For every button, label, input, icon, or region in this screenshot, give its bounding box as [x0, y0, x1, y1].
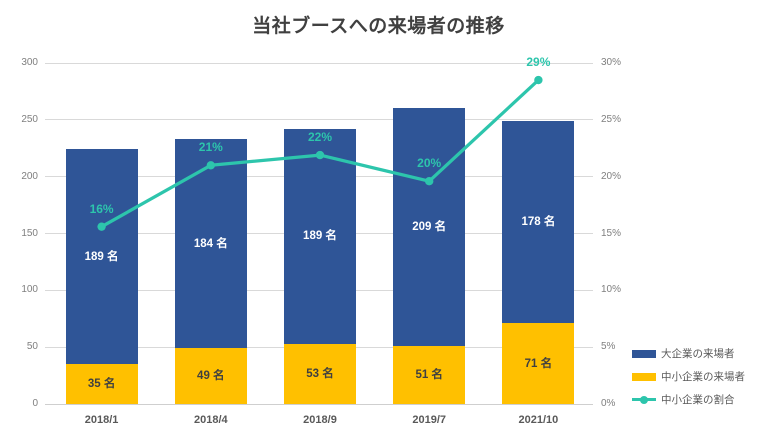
right-axis-tick-label: 0% [601, 398, 616, 409]
bar-label-sme: 35 名 [87, 378, 116, 391]
bar-label-sme: 51 名 [415, 369, 443, 381]
right-axis-tick-label: 25% [601, 113, 622, 125]
legend-line-marker-icon [632, 395, 656, 404]
bar-segment-sme [393, 346, 466, 404]
ratio-percent-label: 22% [307, 130, 333, 145]
right-axis-tick-label: 20% [601, 170, 622, 182]
bar-segment-sme [65, 364, 138, 404]
bar-label-sme: 49 名 [197, 370, 225, 383]
ratio-percent-label: 29% [526, 55, 551, 70]
y-axis-tick-label: 50 [26, 341, 38, 353]
y-axis-tick-label: 200 [21, 170, 38, 182]
legend-item-ratio: 中小企業の割合 [632, 393, 745, 406]
gridline [45, 62, 593, 64]
y-axis-tick-label: 300 [21, 57, 38, 68]
bar-label-large-companies: 184 名 [193, 237, 228, 250]
right-axis-tick-label: 30% [601, 57, 622, 68]
legend-label-sme: 中小企業の来場者 [661, 371, 745, 383]
legend-swatch-sme-icon [632, 372, 656, 381]
y-axis-tick-label: 150 [21, 227, 38, 239]
chart-title: 当社ブースへの来場者の推移 [252, 16, 505, 37]
right-axis-tick-label: 15% [601, 227, 622, 239]
y-axis-tick-label: 0 [32, 398, 38, 409]
gridline [45, 403, 593, 405]
right-axis-tick-label: 10% [601, 284, 622, 296]
y-axis-tick-label: 250 [21, 113, 38, 125]
bar-label-sme: 71 名 [524, 357, 553, 370]
legend-item-large-companies: 大企業の来場者 [632, 347, 745, 360]
legend-swatch-large-companies-icon [632, 349, 656, 358]
legend-label-large-companies: 大企業の来場者 [661, 348, 735, 360]
right-axis-tick-label: 5% [601, 341, 616, 353]
bar-segment-sme [174, 348, 247, 404]
x-axis-label: 2018/4 [193, 414, 228, 426]
x-axis-label: 2018/9 [303, 414, 337, 426]
bar-label-large-companies: 189 名 [303, 230, 337, 243]
bar-segment-sme [502, 323, 575, 404]
bar-label-sme: 53 名 [306, 367, 334, 380]
legend-label-ratio: 中小企業の割合 [661, 394, 735, 406]
legend-item-sme: 中小企業の来場者 [632, 370, 745, 383]
x-axis-label: 2018/1 [84, 414, 119, 426]
ratio-percent-label: 20% [417, 156, 442, 171]
ratio-percent-label: 16% [89, 201, 114, 216]
bar-label-large-companies: 178 名 [521, 216, 556, 229]
legend: 大企業の来場者 中小企業の来場者 中小企業の割合 [632, 347, 745, 406]
y-axis-tick-label: 100 [21, 284, 38, 296]
bar-segment-sme [284, 343, 356, 404]
x-axis-label: 2019/7 [412, 414, 447, 426]
x-axis-label: 2021/10 [518, 414, 559, 426]
bar-label-large-companies: 209 名 [412, 221, 447, 234]
bar-label-large-companies: 189 名 [84, 250, 119, 263]
ratio-percent-label: 21% [198, 140, 223, 155]
ratio-line-marker [534, 75, 543, 85]
